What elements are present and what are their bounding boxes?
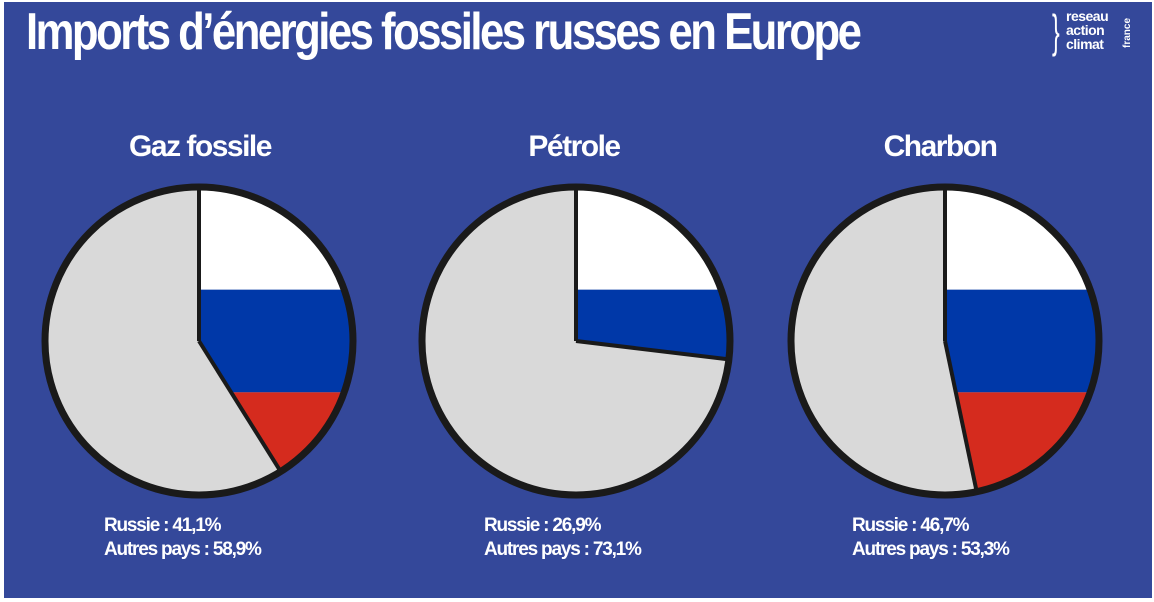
legend-russie-charbon: Russie : 46,7% bbox=[852, 515, 969, 536]
logo-word-reseau: reseau bbox=[1066, 8, 1109, 24]
flag-stripe-blue bbox=[199, 289, 353, 393]
legend-autres-pays-charbon: Autres pays : 53,3% bbox=[852, 539, 1010, 560]
slice-border-end bbox=[575, 339, 730, 362]
flag-stripe-blue bbox=[945, 289, 1099, 393]
legend-russie-gaz: Russie : 41,1% bbox=[104, 515, 221, 536]
pie-slice-autres-pays bbox=[44, 187, 281, 495]
pie-outline bbox=[418, 183, 734, 499]
pie-chart-gaz-fossile bbox=[41, 183, 357, 499]
logo-word-climat: climat bbox=[1066, 36, 1104, 52]
logo-brace-icon: } bbox=[1052, 5, 1060, 57]
legend-gaz-fossile: Russie : 41,1% Autres pays : 58,9% bbox=[104, 514, 262, 562]
pie-chart-petrole bbox=[418, 183, 734, 499]
legend-autres-pays-gaz: Autres pays : 58,9% bbox=[104, 539, 262, 560]
slice-border-end bbox=[197, 339, 283, 473]
logo-word-france: france bbox=[1122, 17, 1133, 48]
chart-title-charbon: Charbon bbox=[883, 130, 998, 163]
chart-title-petrole: Pétrole bbox=[528, 130, 621, 163]
reseau-action-climat-logo: } reseau action climat france bbox=[1052, 8, 1142, 60]
pie-outline bbox=[787, 183, 1103, 499]
logo-wordmark: reseau action climat bbox=[1066, 8, 1109, 52]
legend-russie-petrole: Russie : 26,9% bbox=[484, 515, 601, 536]
pie-slice-autres-pays bbox=[790, 187, 977, 495]
page-title: Imports d’énergies fossiles russes en Eu… bbox=[26, 3, 862, 61]
pie-outline bbox=[41, 183, 357, 499]
legend-autres-pays-petrole: Autres pays : 73,1% bbox=[484, 539, 642, 560]
logo-word-action: action bbox=[1066, 22, 1105, 38]
slice-border-end bbox=[943, 340, 979, 493]
legend-charbon: Russie : 46,7% Autres pays : 53,3% bbox=[852, 514, 1010, 562]
chart-title-gaz-fossile: Gaz fossile bbox=[129, 130, 272, 163]
legend-petrole: Russie : 26,9% Autres pays : 73,1% bbox=[484, 514, 642, 562]
pie-chart-charbon bbox=[787, 183, 1103, 499]
pie-slice-russie bbox=[576, 187, 730, 360]
